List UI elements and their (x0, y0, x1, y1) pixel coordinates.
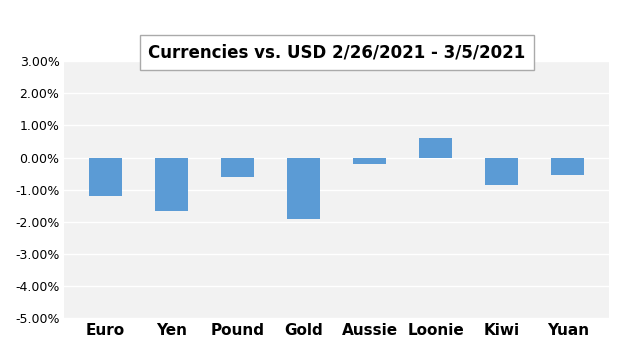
Bar (485, 157, 518, 185)
Bar (419, 138, 452, 157)
Bar (353, 157, 386, 164)
Bar (221, 157, 254, 177)
Bar (287, 157, 320, 219)
Bar (155, 157, 188, 210)
Bar (551, 157, 584, 175)
Bar (89, 157, 122, 196)
Text: Currencies vs. USD 2/26/2021 - 3/5/2021: Currencies vs. USD 2/26/2021 - 3/5/2021 (148, 43, 525, 61)
